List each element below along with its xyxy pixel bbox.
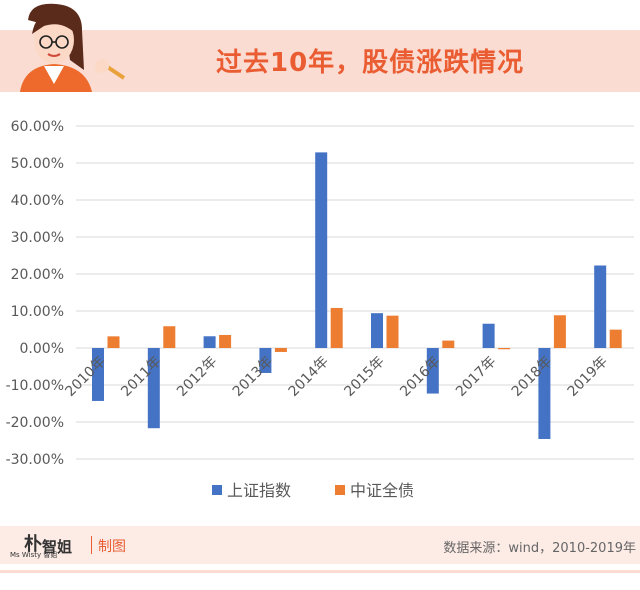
bar-shanghai-index [538, 348, 551, 439]
bar-bond-index [163, 326, 176, 348]
x-tick-label: 2014年 [286, 354, 332, 400]
bar-bond-index [219, 334, 232, 348]
bar-bond-index [442, 340, 455, 348]
legend-label: 中证全债 [350, 481, 414, 500]
x-tick-label: 2015年 [341, 354, 387, 400]
bar-bond-index [553, 315, 566, 348]
footer-band [0, 526, 640, 564]
y-tick-label: -30.00% [6, 452, 64, 468]
bar-shanghai-index [259, 348, 272, 373]
bar-bond-index [107, 336, 120, 348]
bar-shanghai-index [482, 323, 495, 348]
y-tick-label: 10.00% [11, 304, 64, 320]
y-tick-label: 30.00% [11, 230, 64, 246]
y-tick-label: -20.00% [6, 415, 64, 431]
brand-logo-ms: Ms Wisty 智姐 [10, 550, 57, 559]
legend-swatch [335, 485, 345, 495]
bar-shanghai-index [426, 348, 439, 394]
x-tick-label: 2017年 [453, 354, 499, 400]
bars [92, 152, 622, 439]
x-tick-label: 2012年 [174, 354, 220, 400]
x-tick-label: 2013年 [230, 354, 276, 400]
x-tick-label: 2019年 [565, 354, 611, 400]
bar-shanghai-index [203, 336, 216, 348]
bottom-rule [0, 570, 640, 573]
chart-svg: -30.00% -20.00% -10.00% 0.00% 10.00% 20.00% 30… [6, 119, 634, 500]
bar-shanghai-index [594, 265, 607, 348]
legend: 上证指数 中证全债 [212, 481, 414, 500]
bar-shanghai-index [147, 348, 160, 429]
mascot-illustration [20, 3, 126, 92]
chart-title: 过去10年，股债涨跌情况 [216, 48, 525, 78]
x-axis-labels: 2010年 2011年 2012年 2013年 2014年 2015年 2016年 2017年… [62, 354, 611, 400]
bar-bond-index [386, 315, 399, 348]
legend-swatch [212, 485, 222, 495]
bar-shanghai-index [92, 348, 104, 401]
legend-label: 上证指数 [227, 481, 291, 500]
y-axis-labels: -30.00% -20.00% -10.00% 0.00% 10.00% 20.00% 30… [6, 119, 64, 468]
bar-bond-index [498, 348, 511, 350]
bar-shanghai-index [315, 152, 328, 348]
svg-text:智姐: 智姐 [42, 538, 72, 556]
y-tick-label: 0.00% [20, 341, 64, 357]
y-tick-label: -10.00% [6, 378, 64, 394]
y-tick-label: 50.00% [11, 156, 64, 172]
bar-bond-index [330, 307, 343, 348]
bar-shanghai-index [371, 313, 383, 348]
bar-bond-index [274, 348, 287, 352]
brand-logo: Ms Wisty 智姐 朴 智姐 [10, 533, 72, 559]
y-tick-label: 60.00% [11, 119, 64, 135]
bar-bond-index [609, 329, 622, 348]
svg-text:朴: 朴 [24, 533, 42, 555]
footer-divider [91, 536, 92, 554]
footer-source: 数据来源：wind，2010-2019年 [443, 541, 636, 556]
y-tick-label: 20.00% [11, 267, 64, 283]
footer-label: 制图 [98, 539, 126, 555]
y-tick-label: 40.00% [11, 193, 64, 209]
